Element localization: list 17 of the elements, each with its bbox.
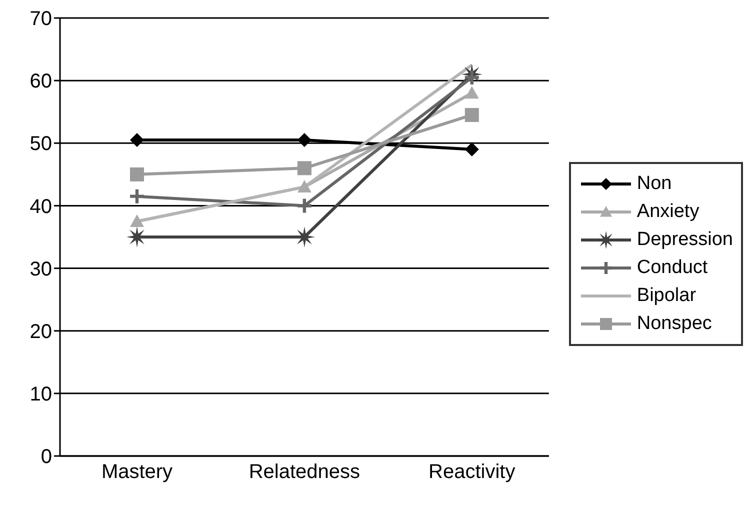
- y-tick-label: 70: [30, 8, 52, 30]
- x-tick-label: Mastery: [101, 461, 173, 484]
- y-tick-label: 60: [30, 70, 52, 93]
- legend-label: Nonspec: [636, 313, 712, 335]
- y-tick-label: 0: [40, 446, 52, 468]
- x-tick-label: Reactivity: [428, 461, 516, 484]
- x-tick-label: Relatedness: [248, 461, 360, 484]
- legend-label: Anxiety: [636, 201, 700, 223]
- legend-label: Bipolar: [636, 285, 696, 307]
- legend-label: Depression: [636, 229, 733, 251]
- legend-label: Non: [636, 173, 672, 195]
- y-tick-label: 30: [30, 258, 52, 280]
- y-tick-label: 50: [30, 133, 52, 156]
- y-tick-label: 10: [30, 384, 52, 406]
- y-tick-label: 20: [30, 320, 52, 343]
- y-tick-label: 40: [30, 196, 52, 218]
- legend-label: Conduct: [636, 257, 708, 279]
